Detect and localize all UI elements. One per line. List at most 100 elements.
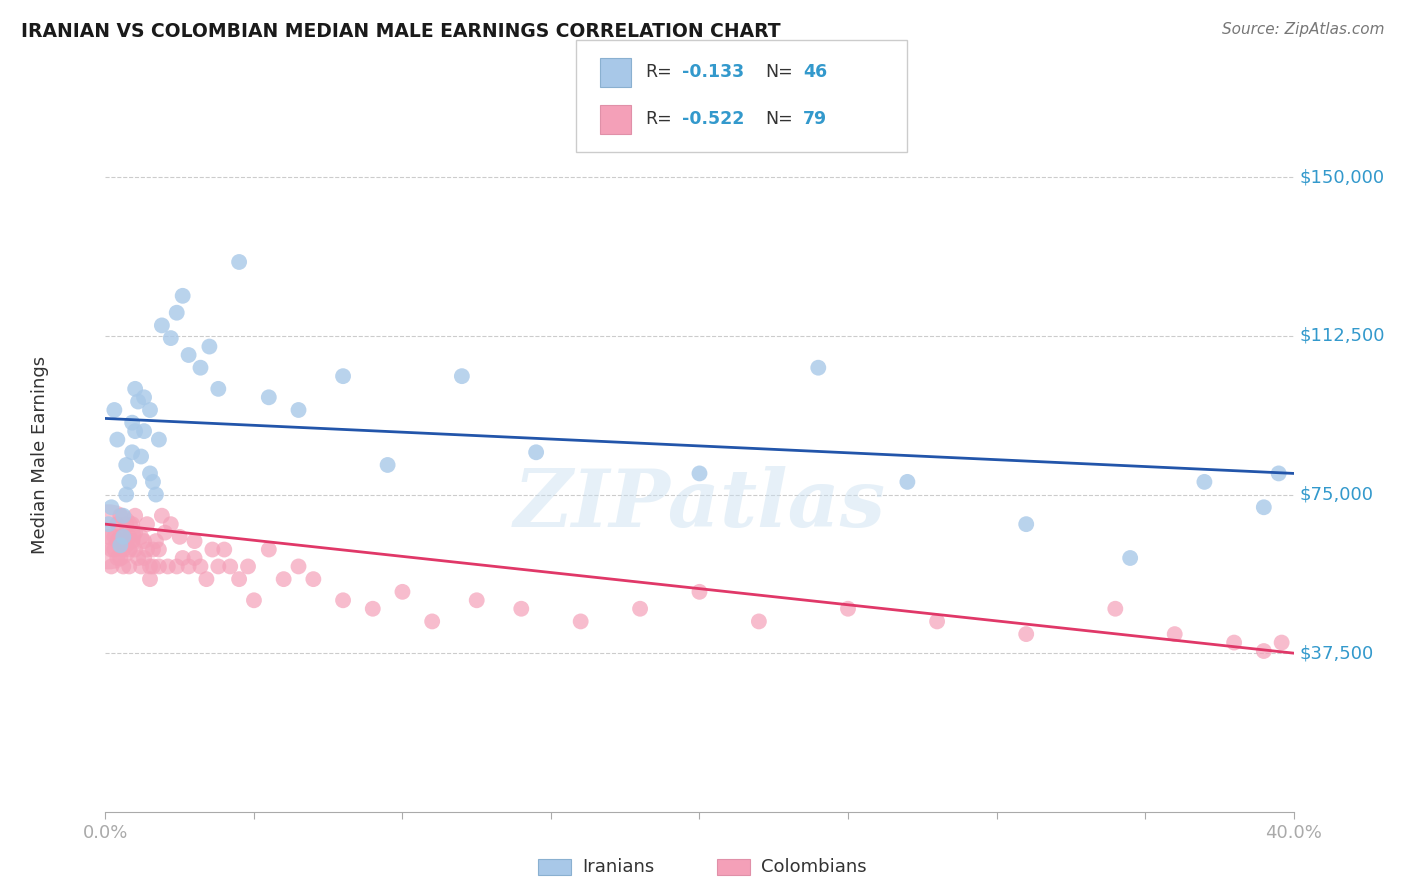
Point <box>1253 500 1275 515</box>
Point <box>132 534 155 549</box>
Point <box>142 475 165 489</box>
Point <box>219 559 242 574</box>
Point <box>1015 517 1038 532</box>
Point <box>139 467 162 481</box>
Point <box>896 475 918 489</box>
Text: $37,500: $37,500 <box>1299 644 1374 662</box>
Point <box>100 559 122 574</box>
Text: 46: 46 <box>803 63 827 81</box>
Point <box>172 551 194 566</box>
Point <box>103 542 125 557</box>
Point <box>112 542 135 557</box>
Point <box>129 559 152 574</box>
Point <box>103 403 125 417</box>
Point <box>121 534 143 549</box>
Point <box>148 542 170 557</box>
Point <box>391 584 413 599</box>
Point <box>207 559 229 574</box>
Point <box>183 551 205 566</box>
Point <box>115 487 138 501</box>
Point <box>132 424 155 438</box>
Point <box>166 559 188 574</box>
Point <box>115 538 138 552</box>
Point <box>110 530 132 544</box>
Point <box>118 542 141 557</box>
Point <box>169 530 191 544</box>
Point <box>124 424 146 438</box>
Point <box>207 382 229 396</box>
Text: $112,500: $112,500 <box>1299 327 1385 345</box>
Point <box>118 475 141 489</box>
Point <box>377 458 399 472</box>
Point <box>124 508 146 523</box>
Point <box>190 559 212 574</box>
Point <box>127 551 149 566</box>
Point <box>257 390 280 404</box>
Point <box>145 534 167 549</box>
Point <box>129 450 152 464</box>
Point <box>273 572 295 586</box>
Point <box>172 289 194 303</box>
Point <box>110 551 132 566</box>
Point <box>124 525 146 540</box>
Point <box>287 403 309 417</box>
Point <box>177 559 200 574</box>
Point <box>1104 601 1126 615</box>
Point <box>118 530 141 544</box>
Point <box>112 508 135 523</box>
Text: $75,000: $75,000 <box>1299 485 1374 504</box>
Point <box>689 584 711 599</box>
Point <box>748 615 770 629</box>
Point <box>1267 467 1289 481</box>
Point <box>110 538 132 552</box>
Point <box>139 559 162 574</box>
Point <box>112 530 135 544</box>
Point <box>121 445 143 459</box>
Point <box>287 559 309 574</box>
Point <box>139 572 162 586</box>
Text: R=: R= <box>645 63 672 81</box>
Point <box>1253 644 1275 658</box>
Text: ZIPatlas: ZIPatlas <box>513 467 886 543</box>
Text: Iranians: Iranians <box>582 858 655 876</box>
Text: -0.133: -0.133 <box>682 63 744 81</box>
Point <box>105 517 128 532</box>
Point <box>150 508 173 523</box>
Text: -0.522: -0.522 <box>682 111 744 128</box>
Text: Colombians: Colombians <box>761 858 868 876</box>
Point <box>139 403 162 417</box>
Point <box>142 542 165 557</box>
Point <box>420 615 443 629</box>
Point <box>145 487 167 501</box>
Point <box>569 615 592 629</box>
Point <box>628 601 651 615</box>
Point <box>127 394 149 409</box>
Point <box>121 517 143 532</box>
Point <box>1194 475 1216 489</box>
Point <box>228 572 250 586</box>
Point <box>807 360 830 375</box>
Point <box>166 306 188 320</box>
Point <box>183 534 205 549</box>
Point <box>148 559 170 574</box>
Text: IRANIAN VS COLOMBIAN MEDIAN MALE EARNINGS CORRELATION CHART: IRANIAN VS COLOMBIAN MEDIAN MALE EARNING… <box>21 22 780 41</box>
Point <box>214 542 236 557</box>
Text: $150,000: $150,000 <box>1299 169 1385 186</box>
Point <box>136 517 159 532</box>
Point <box>361 601 384 615</box>
Text: 79: 79 <box>803 111 827 128</box>
Point <box>1119 551 1142 566</box>
Point <box>510 601 533 615</box>
Point <box>97 517 120 532</box>
Point <box>1223 635 1246 649</box>
Point <box>302 572 325 586</box>
Point <box>103 530 125 544</box>
Point <box>142 559 165 574</box>
Point <box>105 433 128 447</box>
Point <box>228 255 250 269</box>
Point <box>105 534 128 549</box>
Point <box>927 615 949 629</box>
Point <box>465 593 488 607</box>
Point <box>257 542 280 557</box>
Point <box>1271 635 1294 649</box>
